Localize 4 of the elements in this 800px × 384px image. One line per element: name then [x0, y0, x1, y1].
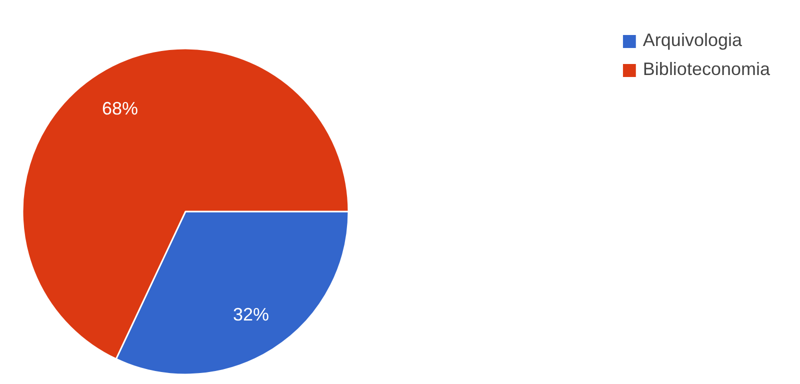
legend-label: Biblioteconomia — [642, 59, 770, 80]
legend-label: Arquivologia — [642, 30, 742, 51]
data-label: 68% — [102, 98, 138, 118]
data-label: 32% — [232, 304, 270, 325]
